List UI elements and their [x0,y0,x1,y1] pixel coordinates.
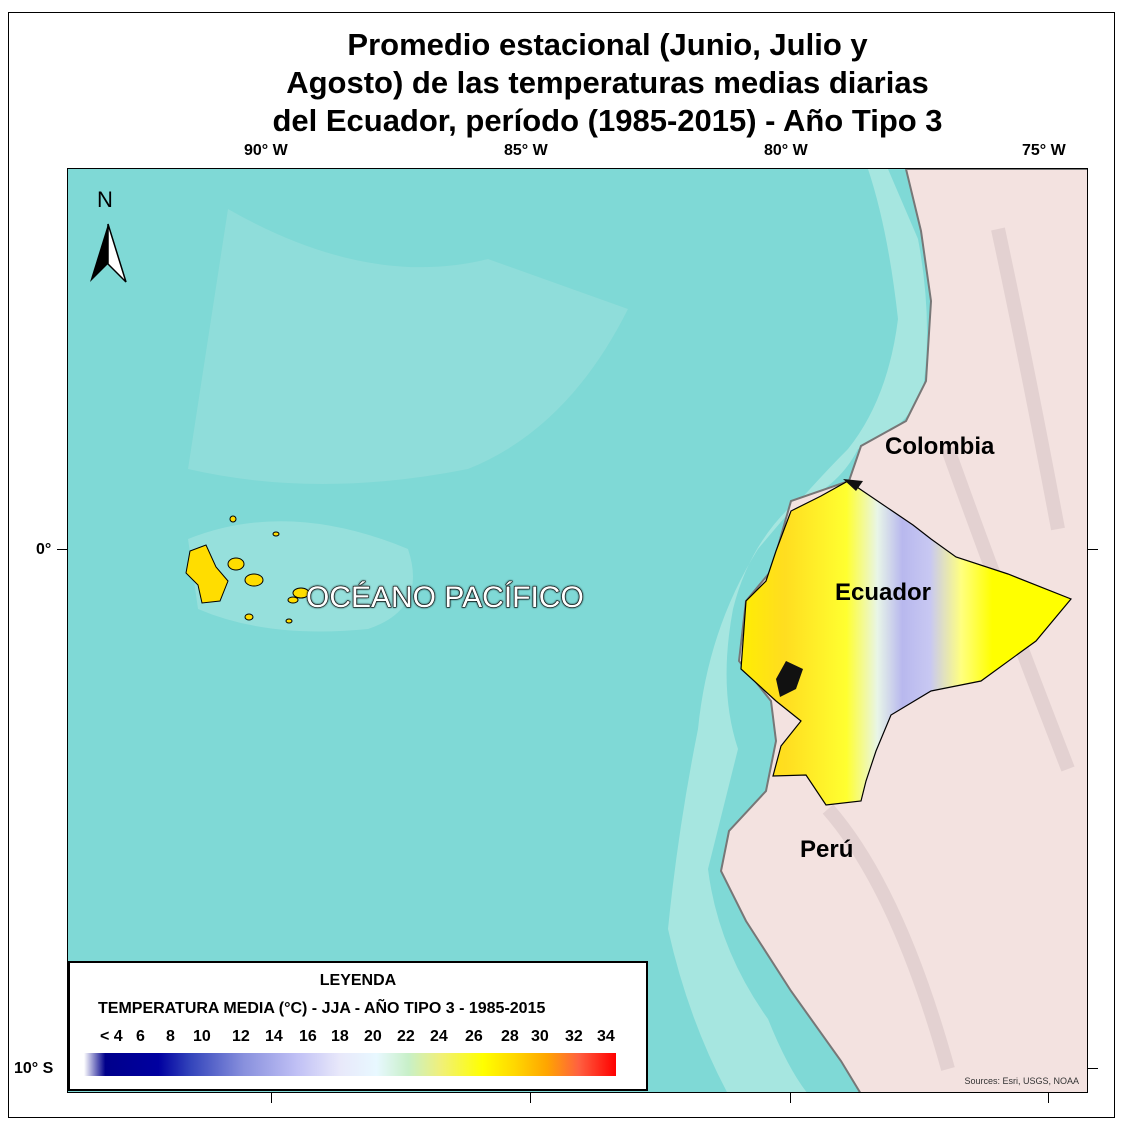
galapagos-platform [188,521,413,632]
north-arrow-icon [90,223,127,283]
tick-mark [1048,1093,1049,1103]
tick-mark [790,1093,791,1103]
legend-tick: 6 [136,1028,145,1045]
legend-tick: 20 [364,1028,382,1045]
legend-subtitle: TEMPERATURA MEDIA (°C) - JJA - AÑO TIPO … [98,1000,546,1017]
legend-tick: 28 [501,1028,519,1045]
gulf-of-guayaquil-estuary [776,661,803,697]
legend: LEYENDA TEMPERATURA MEDIA (°C) - JJA - A… [68,961,648,1091]
ocean-shelf [188,209,628,484]
northern-estuary [843,479,863,491]
ocean-label: OCÉANO PACÍFICO [306,581,585,615]
legend-tick: < 4 [100,1028,123,1045]
lon-label-85w: 85° W [504,142,548,159]
ecuador-temperature-raster [740,480,1072,806]
legend-tick: 22 [397,1028,415,1045]
country-label-peru: Perú [800,836,854,863]
tick-mark [271,1093,272,1103]
title-line: Agosto) de las temperaturas medias diari… [286,65,929,100]
lat-label-0: 0° [36,541,52,558]
country-label-colombia: Colombia [885,433,995,460]
north-arrow-label: N [97,187,113,212]
map-title: Promedio estacional (Junio, Julio y Agos… [200,26,1015,140]
legend-tick: 8 [166,1028,175,1045]
coastal-shelf [668,169,927,1092]
legend-tick: 32 [565,1028,583,1045]
map-frame: N OCÉANO PACÍFICO Colombia Ecuador Perú … [67,168,1088,1093]
tick-mark [57,549,67,550]
sources-attribution: Sources: Esri, USGS, NOAA [964,1076,1079,1086]
tick-mark [1088,549,1098,550]
country-label-ecuador: Ecuador [835,579,932,606]
title-line: Promedio estacional (Junio, Julio y [347,27,868,62]
legend-tick: 30 [531,1028,549,1045]
legend-tick: 14 [265,1028,283,1045]
legend-tick: 24 [430,1028,448,1045]
legend-color-ramp [84,1053,616,1076]
lat-label-10s: 10° S [14,1060,54,1077]
legend-title: LEYENDA [319,972,397,989]
outer-frame [8,12,1115,1118]
legend-tick: 10 [193,1028,211,1045]
tick-mark [1088,1068,1098,1069]
legend-tick: 34 [597,1028,615,1045]
lon-label-75w: 75° W [1022,142,1066,159]
legend-tick: 12 [232,1028,250,1045]
legend-tick: 16 [299,1028,317,1045]
galapagos-islands [185,515,310,624]
lon-label-90w: 90° W [244,142,288,159]
lon-label-80w: 80° W [764,142,808,159]
tick-mark [530,1093,531,1103]
map-canvas [68,169,1087,1092]
legend-tick: 18 [331,1028,349,1045]
title-line: del Ecuador, período (1985-2015) - Año T… [272,103,943,138]
legend-tick: 26 [465,1028,483,1045]
